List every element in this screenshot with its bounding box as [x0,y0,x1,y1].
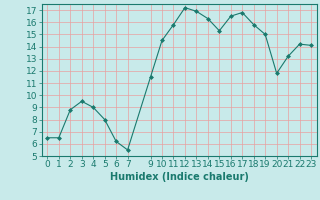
X-axis label: Humidex (Indice chaleur): Humidex (Indice chaleur) [110,172,249,182]
